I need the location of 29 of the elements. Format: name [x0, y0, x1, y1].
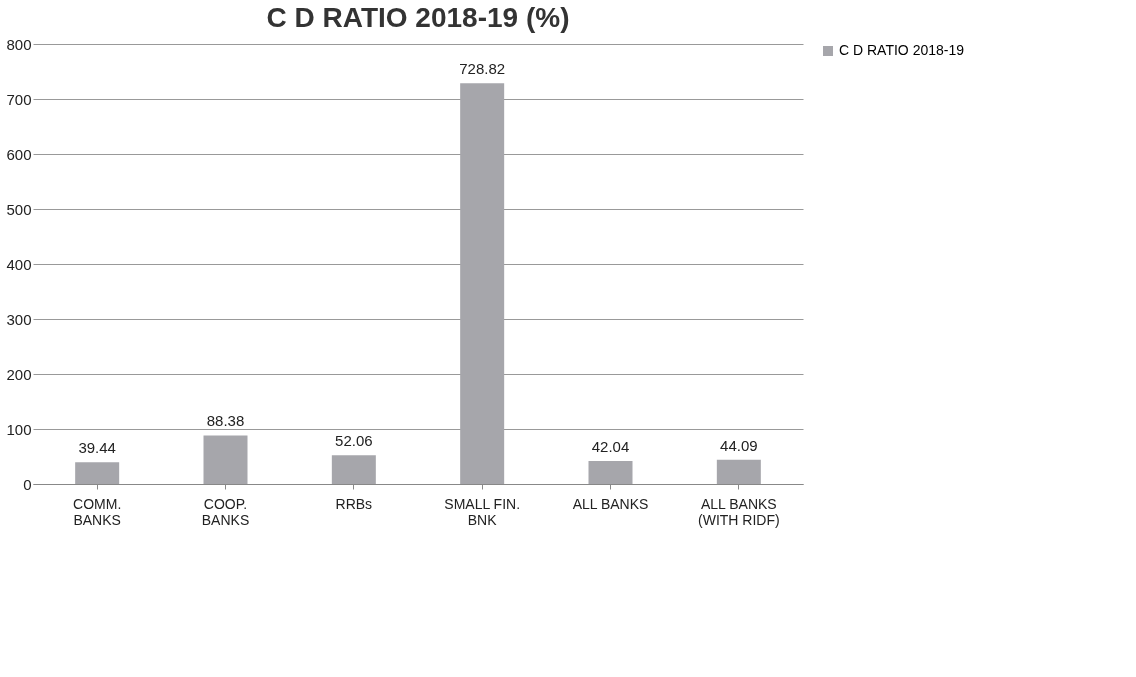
y-tick-label: 100	[6, 420, 32, 438]
bar	[203, 435, 248, 484]
y-tick-label: 300	[6, 310, 32, 328]
bar	[331, 455, 376, 484]
x-tick-label: COOP. BANKS	[201, 495, 250, 528]
x-tick-label: ALL BANKS (WITH RIDF)	[698, 495, 780, 528]
y-tick-label: 500	[6, 200, 32, 218]
bar	[716, 459, 761, 484]
bar	[75, 462, 120, 484]
bar	[588, 460, 633, 484]
data-label: 44.09	[720, 436, 758, 454]
bar	[460, 83, 505, 484]
y-tick-label: 400	[6, 255, 32, 273]
data-label: 52.06	[335, 432, 373, 450]
y-tick-label: 700	[6, 90, 32, 108]
data-label: 728.82	[459, 60, 506, 78]
x-tick-label: COMM. BANKS	[73, 495, 122, 528]
y-tick-label: 800	[6, 35, 32, 53]
data-label: 88.38	[206, 412, 245, 430]
y-tick-label: 200	[6, 365, 32, 383]
data-label: 39.44	[78, 439, 116, 457]
x-tick-label: ALL BANKS	[572, 495, 649, 512]
legend-label: C D RATIO 2018-19	[839, 42, 965, 58]
x-tick-label: RRBs	[335, 495, 373, 512]
chart-title: C D RATIO 2018-19 (%)	[266, 2, 570, 33]
y-tick-label: 0	[23, 475, 32, 493]
y-tick-label: 600	[6, 145, 32, 163]
x-tick-label: SMALL FIN. BNK	[444, 495, 521, 528]
data-label: 42.04	[591, 437, 630, 455]
